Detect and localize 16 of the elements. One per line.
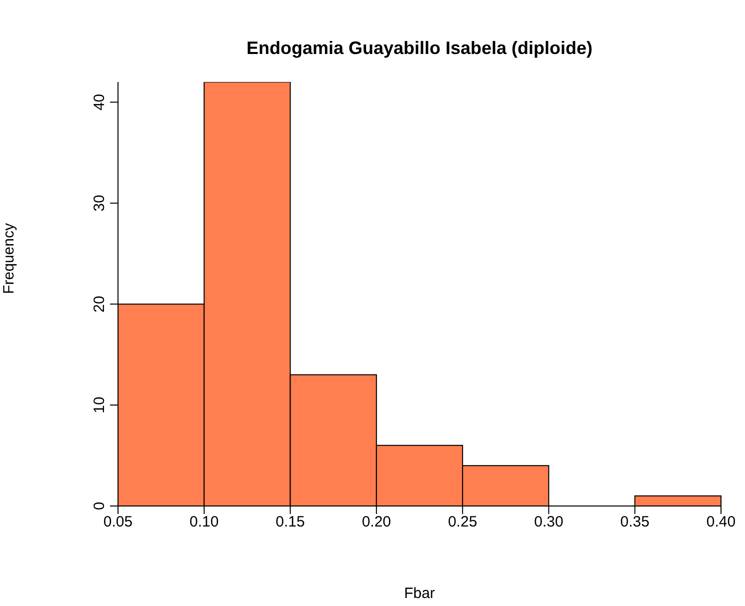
- y-tick-label: 10: [91, 396, 108, 414]
- x-tick-label: 0.15: [276, 514, 305, 531]
- y-tick-label: 40: [91, 94, 108, 111]
- y-axis-title: Frequency: [0, 222, 18, 294]
- y-tick-label: 20: [91, 296, 108, 312]
- y-tick-label: 0: [91, 502, 108, 510]
- x-axis-title: Fbar: [404, 585, 435, 602]
- x-tick-label: 0.20: [362, 514, 392, 531]
- x-tick-label: 0.30: [534, 514, 564, 531]
- x-tick-label: 0.05: [103, 514, 133, 531]
- y-tick-label: 30: [91, 194, 108, 212]
- x-tick-label: 0.10: [190, 514, 219, 531]
- x-tick-label: 0.40: [706, 514, 736, 531]
- x-tick-label: 0.35: [620, 514, 650, 531]
- x-tick-label: 0.25: [448, 514, 478, 531]
- chart-title: Endogamia Guayabillo Isabela (diploide): [245, 38, 594, 59]
